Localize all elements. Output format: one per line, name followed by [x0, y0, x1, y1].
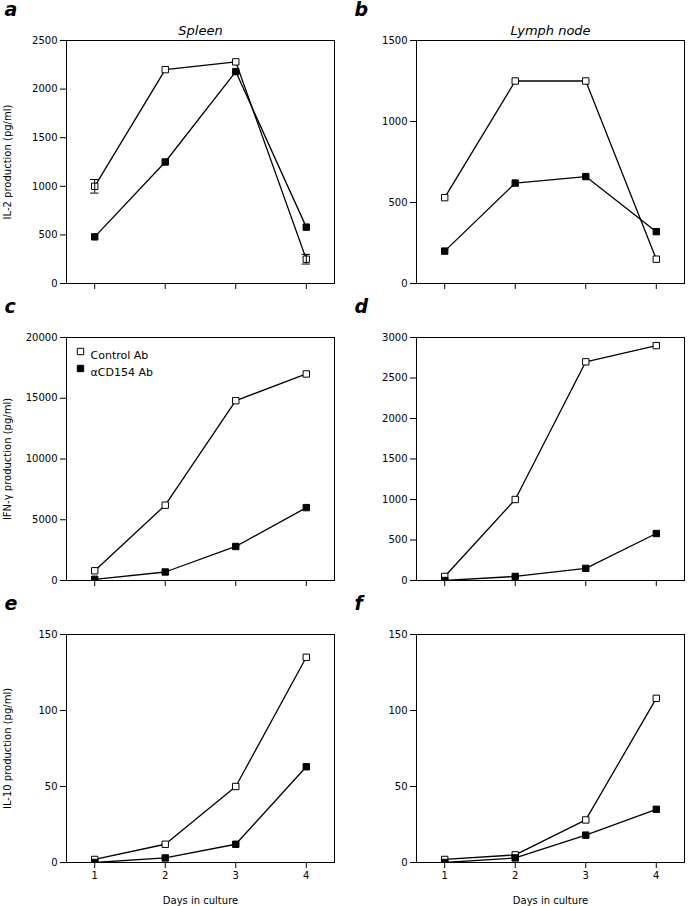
svg-text:0: 0 [51, 575, 57, 586]
svg-text:20000: 20000 [26, 332, 58, 343]
svg-text:IL-10 production (pg/ml): IL-10 production (pg/ml) [2, 688, 13, 809]
svg-text:500: 500 [388, 534, 407, 545]
svg-text:3: 3 [583, 870, 589, 881]
svg-text:15000: 15000 [26, 392, 58, 403]
svg-text:2: 2 [162, 870, 168, 881]
svg-text:2000: 2000 [32, 83, 57, 94]
svg-text:2: 2 [512, 870, 518, 881]
svg-text:IL-2 production (pg/ml): IL-2 production (pg/ml) [2, 105, 13, 220]
svg-text:Days in culture: Days in culture [513, 895, 588, 906]
svg-text:500: 500 [388, 197, 407, 208]
svg-text:150: 150 [388, 629, 407, 640]
svg-text:0: 0 [51, 857, 57, 868]
svg-text:3: 3 [233, 870, 239, 881]
svg-text:0: 0 [401, 278, 407, 289]
svg-text:e: e [5, 594, 18, 614]
svg-text:1000: 1000 [382, 494, 407, 505]
svg-text:1000: 1000 [32, 181, 57, 192]
svg-text:αCD154 Ab: αCD154 Ab [91, 366, 153, 379]
svg-text:c: c [5, 297, 17, 317]
svg-text:1500: 1500 [382, 453, 407, 464]
svg-text:1: 1 [92, 870, 98, 881]
svg-text:4: 4 [303, 870, 309, 881]
svg-text:0: 0 [401, 575, 407, 586]
svg-text:Spleen: Spleen [178, 23, 222, 38]
svg-text:50: 50 [395, 781, 408, 792]
svg-text:100: 100 [38, 705, 57, 716]
svg-text:100: 100 [388, 705, 407, 716]
svg-text:b: b [355, 0, 369, 20]
svg-text:150: 150 [38, 629, 57, 640]
svg-text:4: 4 [653, 870, 659, 881]
svg-text:1500: 1500 [382, 35, 407, 46]
svg-text:500: 500 [38, 229, 57, 240]
svg-text:a: a [5, 0, 18, 20]
svg-text:10000: 10000 [26, 453, 58, 464]
svg-text:2500: 2500 [32, 35, 57, 46]
svg-text:Control Ab: Control Ab [91, 349, 149, 362]
svg-text:2000: 2000 [382, 413, 407, 424]
svg-text:1: 1 [442, 870, 448, 881]
svg-text:2500: 2500 [382, 372, 407, 383]
svg-text:1500: 1500 [32, 132, 57, 143]
svg-text:f: f [355, 594, 366, 614]
svg-text:0: 0 [51, 278, 57, 289]
svg-text:1000: 1000 [382, 116, 407, 127]
svg-text:5000: 5000 [32, 514, 57, 525]
svg-text:IFN-γ production (pg/ml): IFN-γ production (pg/ml) [2, 398, 13, 520]
svg-text:50: 50 [45, 781, 58, 792]
svg-text:3000: 3000 [382, 332, 407, 343]
svg-text:d: d [355, 297, 369, 317]
svg-text:0: 0 [401, 857, 407, 868]
svg-text:Lymph node: Lymph node [510, 23, 590, 38]
svg-text:Days in culture: Days in culture [163, 895, 238, 906]
